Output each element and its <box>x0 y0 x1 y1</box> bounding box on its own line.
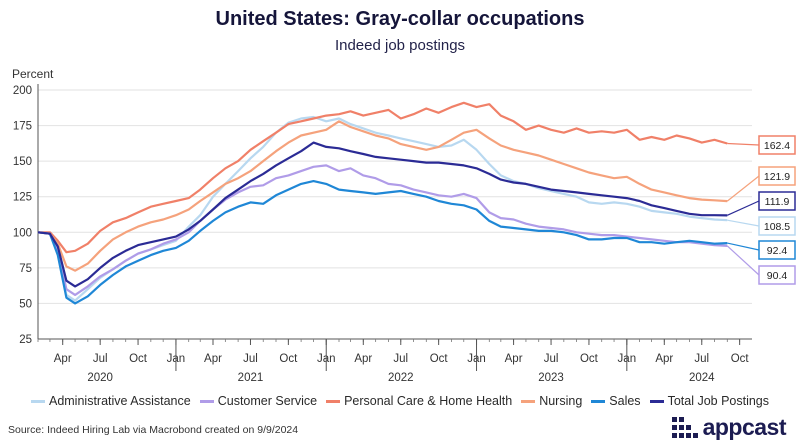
brand-logo: appcast <box>671 414 787 441</box>
y-tick-label: 175 <box>13 121 32 133</box>
y-tick-label: 50 <box>19 298 32 310</box>
y-tick-label: 25 <box>19 334 32 346</box>
y-tick-label: 75 <box>19 263 32 275</box>
legend-label: Personal Care & Home Health <box>344 394 513 408</box>
end-label-connector <box>727 242 760 251</box>
end-label-box <box>758 191 796 211</box>
x-tick-label: Apr <box>655 353 673 365</box>
x-tick-label: Jul <box>694 353 709 365</box>
end-value-label: 111.9 <box>765 196 790 208</box>
legend-label: Nursing <box>539 394 583 408</box>
end-value-label: 121.9 <box>764 171 790 183</box>
series-line-nursing <box>37 120 728 272</box>
end-value-label: 92.4 <box>767 245 788 257</box>
legend-item: Administrative Assistance <box>30 394 191 408</box>
end-label-connector <box>727 200 760 216</box>
series-line-sales <box>37 180 728 305</box>
end-label-box <box>758 265 796 285</box>
legend-swatch <box>591 399 606 403</box>
x-tick-label: Oct <box>430 353 449 365</box>
x-tick-label: Jul <box>393 353 408 365</box>
year-label: 2021 <box>238 372 264 384</box>
x-tick-label: Apr <box>204 353 222 365</box>
year-label: 2020 <box>87 372 113 384</box>
legend-item: Sales <box>591 394 641 408</box>
end-value-label: 162.4 <box>764 140 790 152</box>
x-tick-label: Oct <box>731 353 750 365</box>
y-tick-label: 100 <box>13 227 32 239</box>
chart-legend: Administrative Assistance Customer Servic… <box>0 394 800 408</box>
legend-label: Customer Service <box>217 394 318 408</box>
series-line-administrative-assistance <box>37 115 728 302</box>
x-tick-label: Oct <box>129 353 148 365</box>
y-tick-label: 200 <box>13 85 32 97</box>
x-tick-label: Apr <box>354 353 372 365</box>
end-label-box <box>758 216 796 236</box>
chart-title: United States: Gray-collar occupations <box>215 8 585 30</box>
end-label-box <box>758 166 796 186</box>
legend-item: Total Job Postings <box>649 394 770 408</box>
end-label-box <box>758 240 796 260</box>
legend-label: Administrative Assistance <box>48 394 191 408</box>
legend-swatch <box>30 399 45 403</box>
x-tick-label: Jul <box>93 353 108 365</box>
year-label: 2023 <box>538 372 564 384</box>
x-tick-label: Apr <box>54 353 72 365</box>
end-label-connector <box>726 245 760 276</box>
legend-item: Personal Care & Home Health <box>326 394 512 408</box>
x-tick-label: Apr <box>505 353 523 365</box>
series-line-total-job-postings <box>37 141 728 288</box>
legend-swatch <box>521 399 536 403</box>
legend-label: Total Job Postings <box>667 394 770 408</box>
end-label-connector <box>727 219 760 227</box>
legend-swatch <box>326 399 341 403</box>
end-value-label: 108.5 <box>764 221 790 233</box>
chart-subtitle: Indeed job postings <box>334 37 466 54</box>
end-label-box <box>758 135 796 155</box>
y-axis-label: Percent <box>12 67 54 81</box>
legend-label: Sales <box>609 394 641 408</box>
end-value-label: 90.4 <box>767 270 788 282</box>
x-tick-label: Oct <box>580 353 599 365</box>
series-line-customer-service <box>37 164 728 296</box>
x-tick-label: Jul <box>544 353 559 365</box>
y-tick-label: 125 <box>13 192 32 204</box>
x-tick-label: Jul <box>243 353 258 365</box>
series-line-personal-care-home-health <box>38 101 728 254</box>
end-label-connector <box>727 142 760 146</box>
end-label-connector <box>726 175 760 202</box>
year-label: 2022 <box>388 372 414 384</box>
brand-name: appcast <box>702 414 787 440</box>
source-note: Source: Indeed Hiring Lab via Macrobond … <box>8 424 299 436</box>
legend-swatch <box>649 399 664 403</box>
appcast-logo-icon <box>671 416 698 438</box>
y-tick-label: 150 <box>13 156 32 168</box>
legend-item: Customer Service <box>199 394 318 408</box>
year-label: 2024 <box>689 372 715 384</box>
legend-swatch <box>199 399 214 403</box>
legend-item: Nursing <box>521 394 582 408</box>
x-tick-label: Oct <box>279 353 298 365</box>
